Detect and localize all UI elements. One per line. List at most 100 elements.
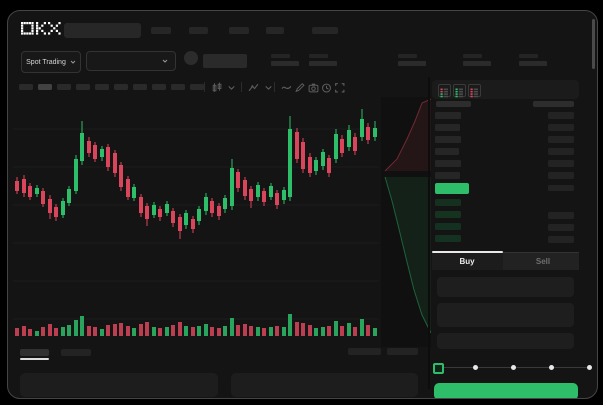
- volume-bar: [340, 326, 344, 336]
- volume-bar: [353, 327, 357, 336]
- search-input[interactable]: [64, 23, 141, 38]
- fullscreen-icon[interactable]: [334, 82, 345, 93]
- slider-stop-dot[interactable]: [549, 365, 554, 370]
- okx-app-window: Spot Trading: [7, 10, 598, 399]
- ask-price-placeholder[interactable]: [435, 172, 460, 179]
- bottom-tab[interactable]: [61, 349, 91, 356]
- bid-price-placeholder[interactable]: [435, 211, 461, 218]
- candle-body: [288, 129, 292, 197]
- bid-price-placeholder[interactable]: [435, 199, 461, 206]
- bid-price-placeholder[interactable]: [435, 223, 461, 230]
- slider-stop-dot[interactable]: [473, 365, 478, 370]
- timeframe-pill[interactable]: [190, 84, 204, 90]
- slider-stop-dot[interactable]: [511, 365, 516, 370]
- timeframe-pill[interactable]: [95, 84, 109, 90]
- amount-slider-handle[interactable]: [433, 363, 444, 374]
- volume-bar: [145, 322, 149, 336]
- buy-submit-button[interactable]: [434, 383, 578, 398]
- candle-body: [308, 157, 312, 173]
- bids-book-icon[interactable]: [453, 84, 466, 98]
- indicator-icon[interactable]: [248, 82, 259, 93]
- chart-type-icon[interactable]: [211, 82, 222, 93]
- volume-bar: [106, 325, 110, 336]
- history-icon[interactable]: [321, 82, 332, 93]
- nav-item-placeholder[interactable]: [229, 27, 249, 34]
- stat-value-placeholder: [271, 61, 299, 66]
- timeframe-pill[interactable]: [76, 84, 90, 90]
- candle-body: [132, 187, 136, 198]
- bottom-tab-active[interactable]: [20, 349, 49, 356]
- pair-selector-dropdown[interactable]: [86, 51, 176, 71]
- volume-bar: [373, 328, 377, 336]
- scrollbar-thumb[interactable]: [592, 19, 595, 69]
- ask-price-placeholder[interactable]: [435, 136, 461, 143]
- ask-price-placeholder[interactable]: [435, 160, 461, 167]
- timeframe-pill[interactable]: [152, 84, 166, 90]
- volume-bar: [321, 327, 325, 336]
- ask-size-placeholder[interactable]: [548, 148, 574, 155]
- ask-price-placeholder[interactable]: [435, 112, 461, 119]
- volume-bar: [301, 323, 305, 336]
- ask-size-placeholder[interactable]: [548, 160, 574, 167]
- stat-value-placeholder: [398, 61, 426, 66]
- nav-item-placeholder[interactable]: [151, 27, 171, 34]
- nav-item-placeholder[interactable]: [312, 27, 338, 34]
- order-amount-field[interactable]: [437, 303, 574, 327]
- order-price-field[interactable]: [437, 277, 574, 297]
- ask-size-placeholder[interactable]: [548, 136, 574, 143]
- tab-strip-divider: [432, 252, 579, 253]
- candle-body: [139, 197, 143, 213]
- ask-price-placeholder[interactable]: [435, 124, 460, 131]
- candle-body: [347, 130, 351, 147]
- bid-size-placeholder[interactable]: [548, 236, 574, 243]
- candle-body: [353, 137, 357, 151]
- candle-body: [230, 168, 234, 206]
- candle-body: [249, 189, 253, 201]
- camera-icon[interactable]: [308, 82, 319, 93]
- candle-body: [210, 201, 214, 213]
- ask-price-placeholder[interactable]: [435, 148, 459, 155]
- timeframe-pill[interactable]: [114, 84, 128, 90]
- volume-bar: [230, 318, 234, 336]
- nav-item-placeholder[interactable]: [266, 27, 284, 34]
- candle-body: [314, 160, 318, 171]
- bid-size-placeholder[interactable]: [548, 224, 574, 231]
- slider-stop-dot[interactable]: [587, 365, 592, 370]
- combined-book-icon[interactable]: [438, 84, 451, 98]
- bid-price-placeholder[interactable]: [435, 235, 461, 242]
- tab-buy[interactable]: Buy: [459, 257, 475, 266]
- timeframe-pill[interactable]: [133, 84, 147, 90]
- timeframe-pill[interactable]: [19, 84, 33, 90]
- candle-body: [100, 149, 104, 157]
- last-price-bar[interactable]: [435, 183, 469, 194]
- chart-setting-pill[interactable]: [387, 348, 418, 355]
- candlestick-chart[interactable]: [13, 97, 432, 347]
- chevron-down-icon[interactable]: [263, 82, 274, 93]
- volume-bar: [67, 325, 71, 336]
- timeframe-pill[interactable]: [57, 84, 71, 90]
- tab-sell[interactable]: Sell: [535, 257, 551, 266]
- candle-body: [184, 213, 188, 225]
- timeframe-pill[interactable]: [38, 84, 52, 90]
- chart-setting-pill[interactable]: [348, 348, 381, 355]
- ask-size-placeholder[interactable]: [548, 124, 574, 131]
- nav-item-placeholder[interactable]: [189, 27, 208, 34]
- bid-size-placeholder[interactable]: [548, 212, 574, 219]
- market-type-label: Spot Trading: [26, 58, 66, 66]
- ask-size-placeholder[interactable]: [548, 112, 574, 119]
- stat-label-placeholder: [309, 54, 328, 58]
- chevron-down-icon[interactable]: [226, 82, 237, 93]
- ask-size-placeholder[interactable]: [548, 172, 574, 179]
- market-type-dropdown[interactable]: Spot Trading: [21, 51, 81, 73]
- toolbar-divider: [241, 82, 242, 92]
- candle-body: [145, 206, 149, 219]
- order-total-field[interactable]: [437, 333, 574, 349]
- volume-bar: [54, 328, 58, 336]
- asks-book-icon[interactable]: [468, 84, 481, 98]
- candle-body: [223, 198, 227, 209]
- line-tool-icon[interactable]: [281, 82, 292, 93]
- candle-body: [158, 209, 162, 217]
- depth-bids-area: [385, 177, 431, 333]
- edit-icon[interactable]: [294, 82, 305, 93]
- timeframe-pill[interactable]: [171, 84, 185, 90]
